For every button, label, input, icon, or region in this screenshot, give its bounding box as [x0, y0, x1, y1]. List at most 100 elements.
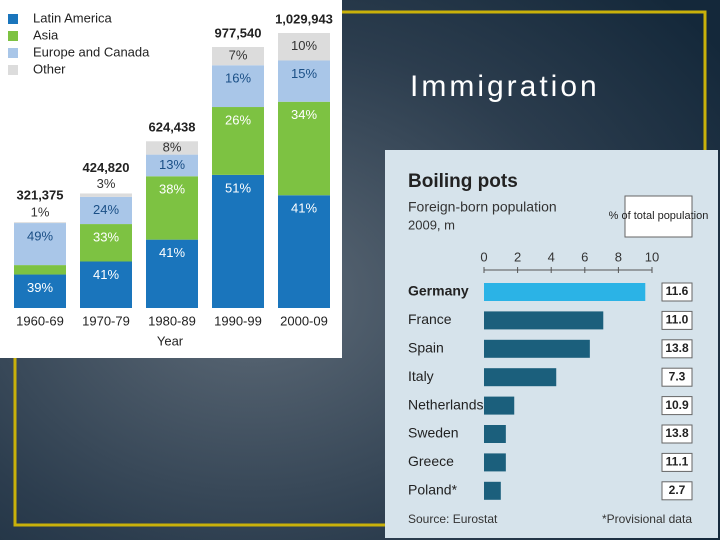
- share-box: [661, 310, 693, 330]
- y-tick-label: Germany: [408, 283, 469, 299]
- bar-segment: [80, 261, 132, 308]
- segment-label: 8%: [163, 139, 182, 154]
- share-header: % of total population: [609, 210, 709, 222]
- segment-label: 34%: [291, 107, 317, 122]
- share-label: 11.0: [666, 313, 689, 327]
- share-header-box: [624, 195, 693, 238]
- share-box: [661, 481, 693, 501]
- bar: [484, 339, 590, 358]
- x-tick-label: 6: [581, 249, 588, 264]
- x-axis-label: Year: [157, 333, 184, 348]
- source: Source: Eurostat: [408, 512, 498, 526]
- y-tick-label: France: [408, 311, 452, 327]
- segment-label: 10%: [291, 38, 317, 53]
- y-tick-label: Greece: [408, 453, 454, 469]
- bar: [484, 425, 506, 443]
- legend-label: Latin America: [33, 10, 113, 25]
- y-tick-label: Spain: [408, 340, 444, 356]
- bar: [484, 453, 506, 472]
- bar-segment: [146, 154, 198, 177]
- x-tick-label: 8: [615, 249, 622, 264]
- legend-label: Other: [33, 61, 66, 76]
- chart-subtitle: Foreign-born population: [408, 199, 557, 215]
- bar-segment: [80, 196, 132, 225]
- share-label: 13.8: [665, 426, 689, 440]
- x-tick-label: 1990-99: [214, 313, 262, 328]
- legend-label: Europe and Canada: [33, 44, 150, 59]
- x-tick-label: 0: [480, 249, 487, 264]
- x-tick-label: 4: [548, 249, 555, 264]
- segment-label: 41%: [291, 201, 317, 216]
- bar-segment: [212, 46, 264, 66]
- share-label: 2.7: [669, 483, 686, 497]
- legend-swatch: [8, 31, 18, 41]
- share-label: 11.6: [666, 284, 689, 298]
- share-box: [661, 282, 693, 302]
- segment-label: 49%: [27, 228, 53, 243]
- y-tick-label: Italy: [408, 368, 434, 384]
- bar-segment: [14, 223, 66, 266]
- y-tick-label: Netherlands: [408, 396, 484, 412]
- bar-segment: [146, 239, 198, 308]
- bar: [484, 368, 557, 387]
- segment-label: 15%: [291, 66, 317, 81]
- bar-segment: [146, 141, 198, 155]
- legend-swatch: [8, 14, 18, 24]
- x-tick-label: 1960-69: [16, 313, 64, 328]
- bar-segment: [278, 195, 330, 308]
- bar-segment: [212, 65, 264, 108]
- share-box: [661, 452, 693, 472]
- segment-label: 1%: [31, 205, 50, 220]
- segment-label: 24%: [93, 202, 119, 217]
- x-tick-label: 1980-89: [148, 313, 196, 328]
- total-label: 321,375: [17, 188, 64, 203]
- y-tick-label: Poland*: [408, 482, 458, 498]
- bar: [484, 481, 501, 500]
- share-label: 7.3: [669, 369, 686, 383]
- bar-segment: [14, 274, 66, 308]
- bar-segment: [278, 101, 330, 196]
- legend-label: Asia: [33, 27, 59, 42]
- total-label: 1,029,943: [275, 11, 333, 26]
- x-tick-label: 2: [514, 249, 521, 264]
- x-tick-label: 1970-79: [82, 313, 130, 328]
- chart-title: Boiling pots: [408, 171, 518, 192]
- bar-segment: [80, 193, 132, 197]
- bar: [484, 396, 515, 415]
- bar-segment: [278, 33, 330, 61]
- bar-segment: [80, 224, 132, 262]
- segment-label: 13%: [159, 157, 185, 172]
- chart-unit: 2009, m: [408, 217, 455, 232]
- segment-label: 16%: [225, 71, 251, 86]
- bar-segment: [14, 222, 66, 224]
- x-tick-label: 10: [645, 249, 659, 264]
- legend-swatch: [8, 48, 18, 58]
- segment-label: 38%: [159, 182, 185, 197]
- share-box: [661, 396, 693, 416]
- segment-label: 39%: [27, 280, 53, 295]
- total-label: 977,540: [215, 25, 262, 40]
- segment-label: 33%: [93, 229, 119, 244]
- bar-segment: [278, 60, 330, 102]
- x-tick-label: 2000-09: [280, 313, 328, 328]
- bar-segment: [14, 265, 66, 275]
- segment-label: 51%: [225, 180, 251, 195]
- bar: [484, 311, 604, 330]
- bar: [484, 283, 646, 301]
- share-label: 13.8: [665, 341, 689, 355]
- share-box: [661, 339, 693, 359]
- bar-segment: [146, 176, 198, 240]
- y-tick-label: Sweden: [408, 425, 459, 441]
- share-box: [661, 424, 693, 444]
- share-label: 10.9: [665, 398, 689, 412]
- share-box: [661, 367, 693, 387]
- segment-label: 41%: [93, 267, 119, 282]
- segment-label: 26%: [225, 112, 251, 127]
- slide-title: Immigration: [410, 70, 600, 103]
- share-label: 11.1: [666, 455, 689, 469]
- segment-label: 7%: [229, 48, 248, 63]
- segment-label: 41%: [159, 245, 185, 260]
- bar-segment: [212, 107, 264, 175]
